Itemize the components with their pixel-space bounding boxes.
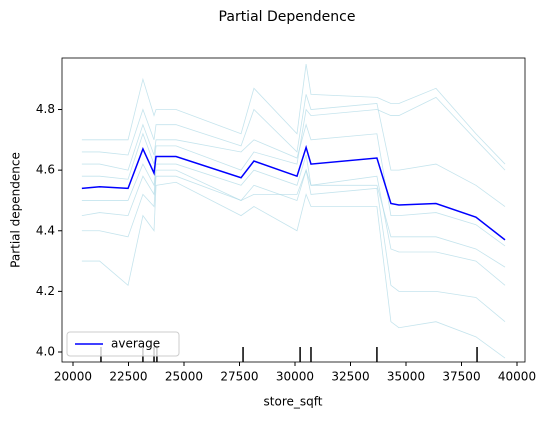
x-tick-label: 37500 [442,370,480,384]
ice-line [81,123,506,247]
ice-line [81,63,506,165]
x-tick-label: 40000 [498,370,536,384]
y-tick-label: 4.8 [36,102,55,116]
ice-line [81,168,506,322]
y-tick-label: 4.0 [36,344,55,358]
ice-line [81,94,506,207]
y-tick-label: 4.4 [36,223,55,237]
y-axis-label: Partial dependence [9,152,23,268]
y-tick-label: 4.6 [36,163,55,177]
plot-area [81,63,506,359]
x-tick-label: 35000 [387,370,425,384]
ice-line [81,96,506,180]
chart-title: Partial Dependence [219,9,356,25]
y-tick-label: 4.2 [36,284,55,298]
legend-box [66,331,180,357]
legend-label: average [111,337,160,351]
x-tick-label: 22500 [109,370,147,384]
ice-line [81,154,506,268]
ice-line [81,168,506,286]
x-tick-label: 32500 [331,370,369,384]
x-tick-label: 30000 [276,370,314,384]
plot-frame [61,57,526,363]
x-tick-label: 27500 [220,370,258,384]
ice-line [81,181,506,359]
average-line [81,144,506,241]
x-tick-label: 25000 [165,370,203,384]
x-tick-label: 20000 [54,370,92,384]
x-axis-label: store_sqft [264,395,323,409]
